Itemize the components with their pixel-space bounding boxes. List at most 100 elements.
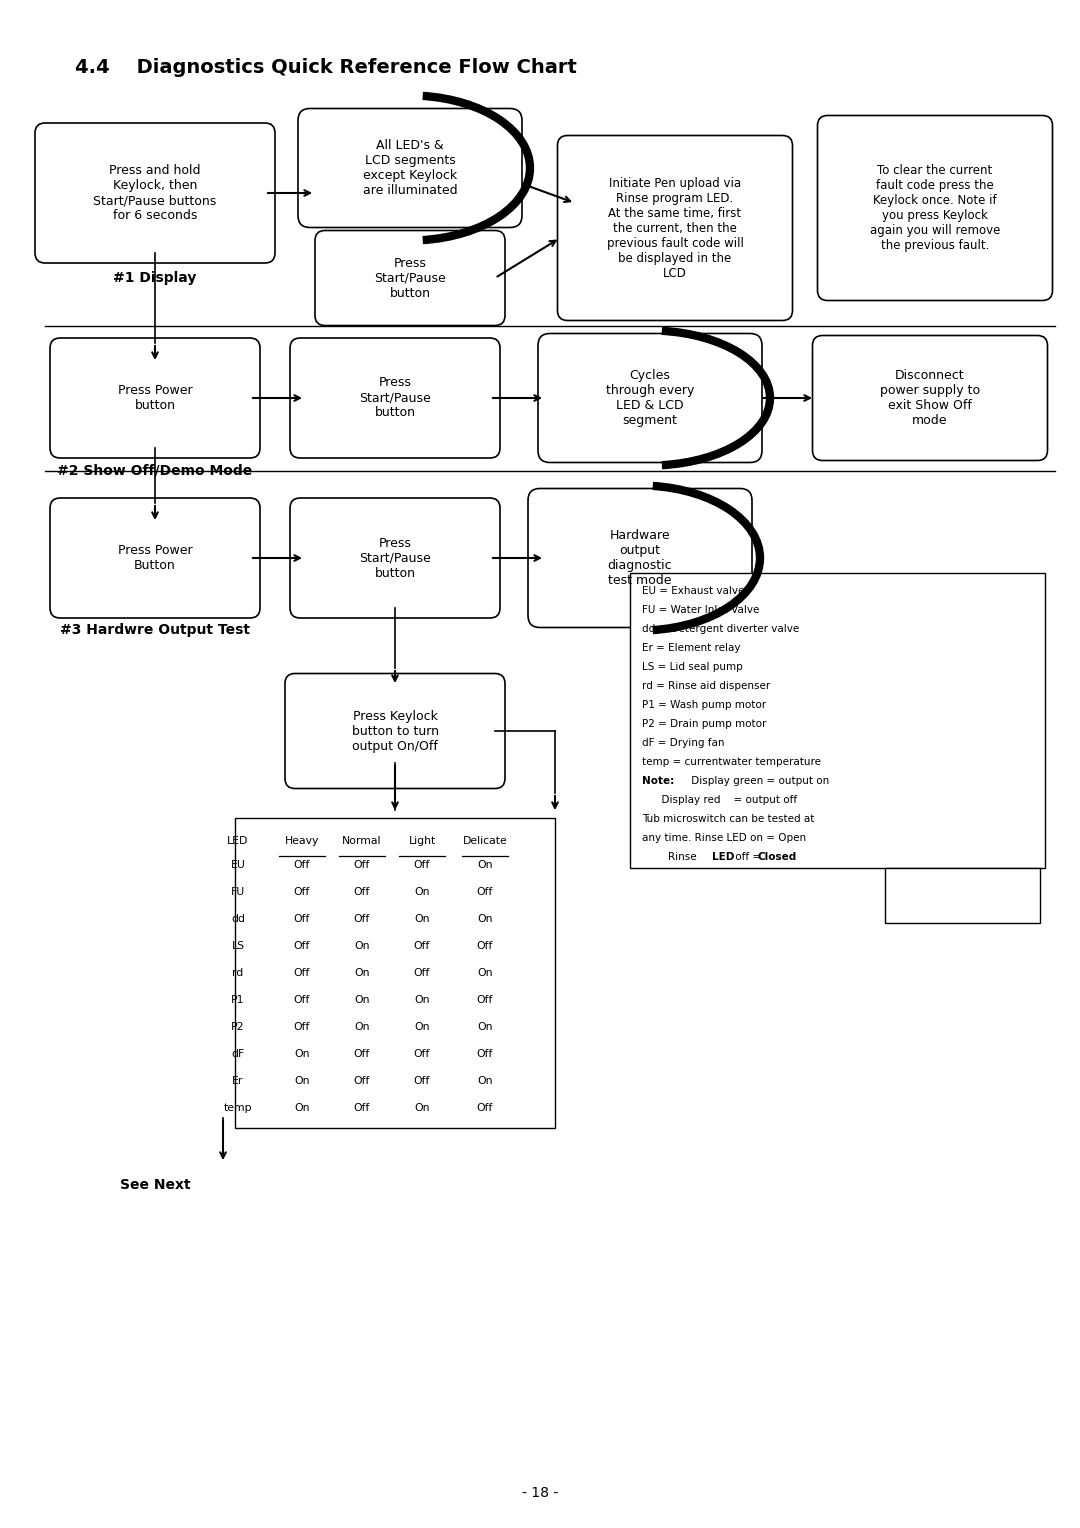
Text: LS: LS	[231, 941, 244, 950]
Text: rd: rd	[232, 967, 244, 978]
Text: LED: LED	[227, 836, 248, 847]
Bar	[630, 573, 1045, 868]
Text: Off: Off	[414, 1048, 430, 1059]
Text: On: On	[354, 941, 369, 950]
Text: Press and hold
Keylock, then
Start/Pause buttons
for 6 seconds: Press and hold Keylock, then Start/Pause…	[93, 163, 217, 222]
FancyBboxPatch shape	[50, 338, 260, 458]
Text: EU = Exhaust valve: EU = Exhaust valve	[642, 587, 744, 596]
Text: Off: Off	[414, 941, 430, 950]
Text: Display green = output on: Display green = output on	[688, 776, 829, 787]
Bar	[235, 817, 555, 1128]
Text: Off: Off	[294, 941, 310, 950]
Text: Note:: Note:	[642, 776, 674, 787]
Text: any time. Rinse LED on = Open: any time. Rinse LED on = Open	[642, 833, 806, 843]
FancyBboxPatch shape	[35, 122, 275, 263]
Text: Tub microswitch can be tested at: Tub microswitch can be tested at	[642, 814, 814, 825]
FancyBboxPatch shape	[818, 116, 1053, 301]
Text: Off: Off	[294, 860, 310, 869]
Text: All LED's &
LCD segments
except Keylock
are illuminated: All LED's & LCD segments except Keylock …	[363, 139, 457, 197]
Text: Hardware
output
diagnostic
test mode: Hardware output diagnostic test mode	[608, 529, 673, 587]
Text: On: On	[415, 1022, 430, 1031]
Text: Press
Start/Pause
button: Press Start/Pause button	[374, 257, 446, 299]
Text: temp = currentwater temperature: temp = currentwater temperature	[642, 758, 821, 767]
Text: Press Keylock
button to turn
output On/Off: Press Keylock button to turn output On/O…	[351, 709, 438, 752]
FancyBboxPatch shape	[298, 108, 522, 228]
FancyBboxPatch shape	[315, 231, 505, 325]
Text: Off: Off	[414, 967, 430, 978]
FancyBboxPatch shape	[50, 498, 260, 617]
Bar	[885, 868, 1040, 923]
Text: 4.4    Diagnostics Quick Reference Flow Chart: 4.4 Diagnostics Quick Reference Flow Cha…	[75, 58, 577, 76]
Text: On: On	[294, 1103, 310, 1112]
FancyBboxPatch shape	[285, 674, 505, 788]
Text: On: On	[415, 1103, 430, 1112]
FancyBboxPatch shape	[291, 338, 500, 458]
Text: dd = Detergent diverter valve: dd = Detergent diverter valve	[642, 623, 799, 634]
Text: #3 Hardwre Output Test: #3 Hardwre Output Test	[60, 623, 249, 637]
Text: Heavy: Heavy	[285, 836, 320, 847]
Text: Off: Off	[294, 886, 310, 897]
Text: temp: temp	[224, 1103, 253, 1112]
Text: On: On	[415, 995, 430, 1005]
Text: On: On	[415, 914, 430, 924]
Text: #1 Display: #1 Display	[113, 270, 197, 286]
Text: Off: Off	[354, 1076, 370, 1086]
Text: Off: Off	[414, 1076, 430, 1086]
Text: LS = Lid seal pump: LS = Lid seal pump	[642, 662, 743, 672]
Text: Light: Light	[408, 836, 435, 847]
FancyBboxPatch shape	[291, 498, 500, 617]
Text: On: On	[477, 967, 492, 978]
Text: On: On	[477, 1076, 492, 1086]
Text: Er: Er	[232, 1076, 244, 1086]
Text: On: On	[477, 860, 492, 869]
FancyBboxPatch shape	[528, 489, 752, 628]
Text: Off: Off	[414, 860, 430, 869]
Text: Closed: Closed	[758, 853, 797, 862]
Text: dF = Drying fan: dF = Drying fan	[642, 738, 725, 749]
Text: On: On	[294, 1076, 310, 1086]
Text: Off: Off	[354, 1103, 370, 1112]
Text: FU: FU	[231, 886, 245, 897]
Text: off =: off =	[732, 853, 761, 862]
Text: On: On	[294, 1048, 310, 1059]
Text: - 18 -: - 18 -	[522, 1487, 558, 1500]
Text: Off: Off	[294, 967, 310, 978]
Text: Off: Off	[294, 1022, 310, 1031]
Text: See Next: See Next	[120, 1178, 190, 1192]
Text: Off: Off	[476, 1048, 494, 1059]
Text: On: On	[477, 1022, 492, 1031]
Text: Cycles
through every
LED & LCD
segment: Cycles through every LED & LCD segment	[606, 368, 694, 426]
Text: Off: Off	[476, 1103, 494, 1112]
Text: On: On	[354, 967, 369, 978]
Text: Press Power
Button: Press Power Button	[118, 544, 192, 571]
Text: On: On	[477, 914, 492, 924]
Text: Er = Element relay: Er = Element relay	[642, 643, 741, 652]
Text: Press Power
button: Press Power button	[118, 384, 192, 413]
Text: rd = Rinse aid dispenser: rd = Rinse aid dispenser	[642, 681, 770, 691]
Text: P1 = Wash pump motor: P1 = Wash pump motor	[642, 700, 766, 711]
Text: Off: Off	[354, 860, 370, 869]
Text: P1: P1	[231, 995, 245, 1005]
Text: Off: Off	[294, 914, 310, 924]
Text: Delicate: Delicate	[462, 836, 508, 847]
Text: dd: dd	[231, 914, 245, 924]
Text: Press
Start/Pause
button: Press Start/Pause button	[360, 536, 431, 579]
Text: EU: EU	[230, 860, 245, 869]
Text: Off: Off	[476, 886, 494, 897]
Text: Off: Off	[354, 886, 370, 897]
Text: To clear the current
fault code press the
Keylock once. Note if
you press Keyloc: To clear the current fault code press th…	[869, 163, 1000, 252]
Text: Off: Off	[354, 914, 370, 924]
FancyBboxPatch shape	[557, 136, 793, 321]
Text: On: On	[354, 1022, 369, 1031]
Text: Rinse: Rinse	[642, 853, 700, 862]
Text: On: On	[354, 995, 369, 1005]
Text: Off: Off	[354, 1048, 370, 1059]
Text: Display red    = output off: Display red = output off	[642, 796, 797, 805]
FancyBboxPatch shape	[538, 333, 762, 463]
Text: P2: P2	[231, 1022, 245, 1031]
Text: Off: Off	[476, 941, 494, 950]
Text: Press
Start/Pause
button: Press Start/Pause button	[360, 376, 431, 420]
Text: On: On	[415, 886, 430, 897]
Text: FU = Water Inlet Valve: FU = Water Inlet Valve	[642, 605, 759, 616]
Text: Initiate Pen upload via
Rinse program LED.
At the same time, first
the current, : Initiate Pen upload via Rinse program LE…	[607, 177, 743, 280]
